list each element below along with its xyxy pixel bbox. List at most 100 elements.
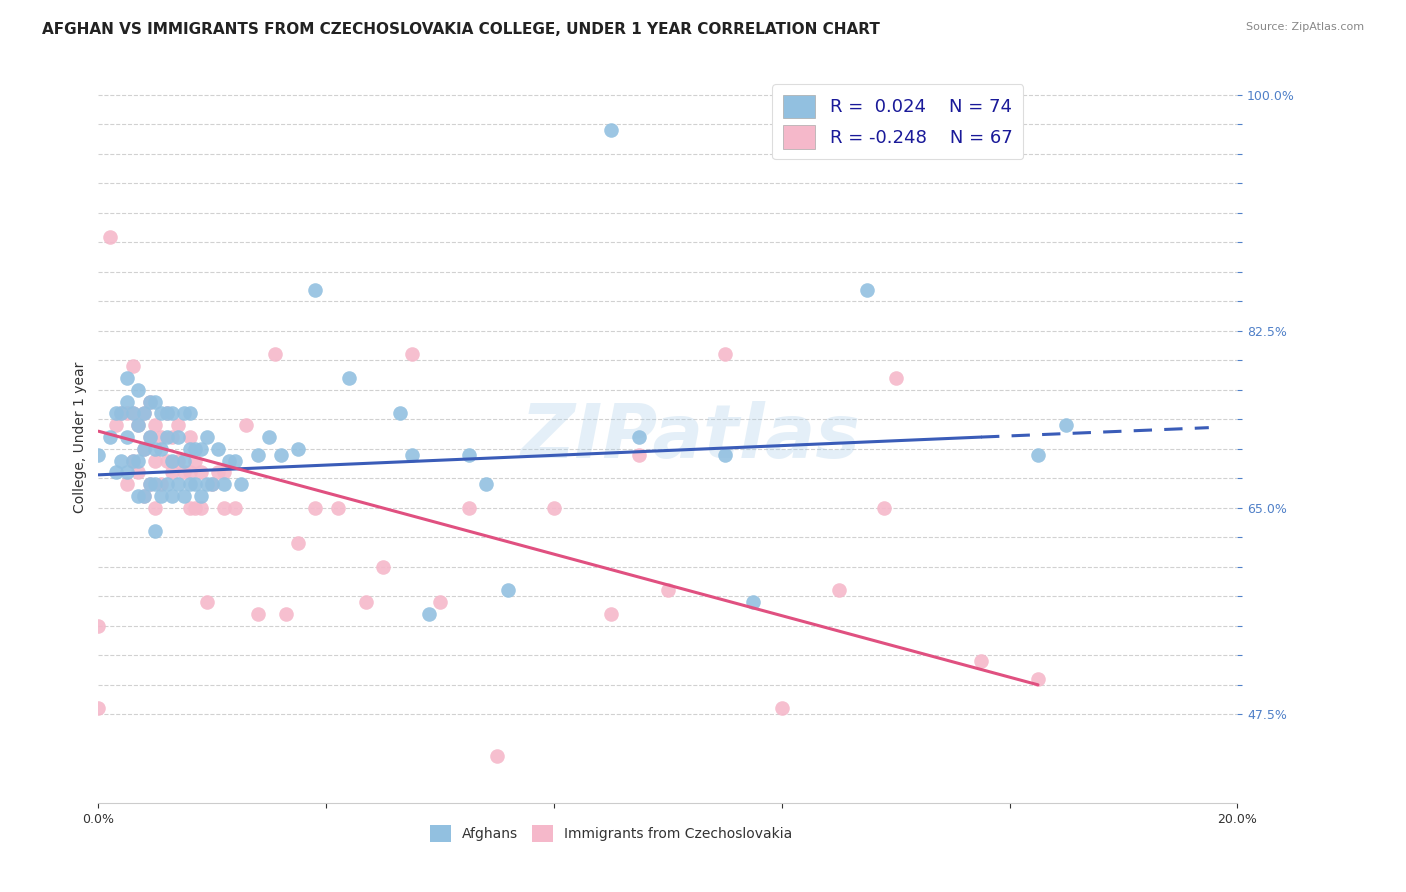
Point: [600, 607, 623, 621]
Point: [145, 500, 167, 515]
Point: [87, 619, 110, 633]
Point: [235, 418, 257, 433]
Point: [104, 466, 127, 480]
Text: Source: ZipAtlas.com: Source: ZipAtlas.com: [1246, 22, 1364, 32]
Point: [138, 430, 160, 444]
Y-axis label: College, Under 1 year: College, Under 1 year: [73, 361, 87, 513]
Point: [162, 489, 184, 503]
Point: [190, 489, 212, 503]
Point: [115, 371, 138, 385]
Point: [190, 500, 212, 515]
Point: [401, 448, 423, 462]
Point: [162, 466, 184, 480]
Point: [145, 453, 167, 467]
Point: [429, 595, 451, 609]
Point: [121, 359, 143, 374]
Point: [98, 229, 121, 244]
Point: [201, 477, 224, 491]
Point: [150, 430, 173, 444]
Point: [856, 283, 879, 297]
Point: [179, 442, 201, 456]
Point: [498, 583, 520, 598]
Point: [127, 418, 149, 433]
Point: [326, 500, 349, 515]
Point: [600, 123, 623, 137]
Point: [127, 418, 149, 433]
Point: [156, 407, 179, 421]
Point: [1026, 672, 1049, 686]
Point: [150, 477, 173, 491]
Point: [156, 477, 179, 491]
Point: [195, 595, 218, 609]
Point: [246, 448, 269, 462]
Point: [207, 442, 229, 456]
Point: [145, 442, 167, 456]
Point: [457, 500, 479, 515]
Point: [179, 466, 201, 480]
Point: [190, 442, 212, 456]
Point: [150, 407, 173, 421]
Point: [132, 407, 155, 421]
Point: [145, 394, 167, 409]
Point: [138, 477, 160, 491]
Point: [179, 407, 201, 421]
Point: [354, 595, 377, 609]
Point: [127, 383, 149, 397]
Point: [337, 371, 360, 385]
Point: [190, 466, 212, 480]
Point: [167, 453, 190, 467]
Point: [110, 407, 132, 421]
Point: [224, 500, 246, 515]
Point: [714, 448, 737, 462]
Point: [184, 477, 207, 491]
Point: [873, 500, 896, 515]
Point: [127, 489, 149, 503]
Point: [127, 453, 149, 467]
Point: [132, 489, 155, 503]
Point: [218, 453, 240, 467]
Point: [304, 500, 326, 515]
Point: [167, 418, 190, 433]
Point: [212, 500, 235, 515]
Point: [246, 607, 269, 621]
Point: [179, 500, 201, 515]
Point: [195, 430, 218, 444]
Point: [121, 453, 143, 467]
Point: [287, 536, 309, 550]
Point: [287, 442, 309, 456]
Point: [138, 394, 160, 409]
Point: [179, 430, 201, 444]
Point: [212, 477, 235, 491]
Point: [87, 701, 110, 715]
Point: [162, 407, 184, 421]
Point: [138, 477, 160, 491]
Point: [770, 701, 793, 715]
Point: [145, 477, 167, 491]
Point: [132, 407, 155, 421]
Point: [121, 407, 143, 421]
Point: [184, 442, 207, 456]
Point: [87, 448, 110, 462]
Point: [304, 283, 326, 297]
Point: [115, 466, 138, 480]
Point: [167, 430, 190, 444]
Point: [156, 430, 179, 444]
Point: [173, 489, 195, 503]
Point: [156, 407, 179, 421]
Point: [104, 418, 127, 433]
Point: [229, 477, 252, 491]
Point: [457, 448, 479, 462]
Point: [98, 430, 121, 444]
Point: [884, 371, 907, 385]
Point: [276, 607, 298, 621]
Point: [104, 407, 127, 421]
Point: [264, 347, 287, 361]
Point: [150, 489, 173, 503]
Point: [173, 407, 195, 421]
Point: [224, 453, 246, 467]
Point: [179, 477, 201, 491]
Point: [156, 453, 179, 467]
Point: [115, 477, 138, 491]
Point: [138, 394, 160, 409]
Point: [195, 477, 218, 491]
